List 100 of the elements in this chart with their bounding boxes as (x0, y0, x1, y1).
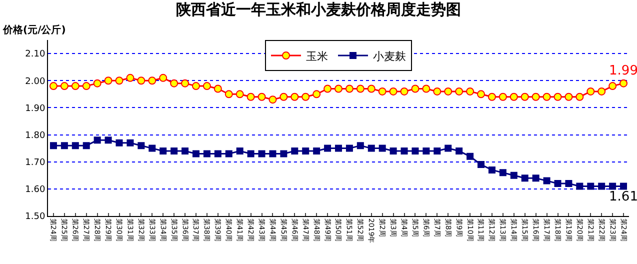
point (170, 148, 178, 155)
point (478, 161, 485, 168)
point (214, 84, 222, 93)
point (345, 84, 354, 93)
point (389, 87, 398, 96)
point (126, 139, 134, 146)
y-tick-label: 1.50 (25, 212, 46, 222)
point (324, 144, 332, 152)
point (72, 142, 79, 150)
point (203, 150, 210, 158)
y-axis-title: 价格(元/公斤) (2, 24, 66, 36)
point (510, 92, 518, 101)
point (148, 144, 156, 152)
point (564, 92, 573, 101)
point (324, 84, 332, 93)
point (335, 144, 342, 152)
point (94, 136, 101, 144)
point (466, 152, 474, 160)
point (576, 182, 584, 190)
point (93, 79, 102, 88)
point (60, 142, 68, 150)
point (280, 92, 288, 101)
point (82, 82, 90, 90)
y-tick-label: 2.10 (25, 50, 46, 60)
point (181, 79, 190, 88)
point (258, 92, 266, 101)
point (367, 84, 376, 93)
point (587, 182, 594, 190)
point (411, 84, 420, 93)
point (291, 148, 298, 155)
point (126, 74, 134, 82)
y-tick-label: 1.90 (25, 104, 46, 114)
y-tick-label: 1.70 (25, 158, 46, 168)
point (192, 150, 200, 158)
point (433, 87, 442, 96)
point (247, 150, 254, 158)
point (543, 177, 550, 184)
point (422, 84, 430, 93)
point (104, 136, 112, 144)
y-tick-label: 1.80 (25, 130, 46, 141)
point (586, 87, 595, 96)
point (444, 87, 452, 96)
point (313, 148, 320, 155)
point (160, 148, 167, 155)
point (115, 76, 124, 85)
point (334, 84, 342, 93)
point (137, 76, 146, 85)
point (620, 182, 628, 190)
point (532, 174, 540, 182)
point (236, 148, 244, 155)
point (82, 142, 90, 150)
point (390, 148, 397, 155)
point (498, 92, 507, 101)
point (434, 148, 441, 155)
y-tick-label: 2.00 (25, 76, 46, 87)
y-tick-label: 1.60 (25, 185, 46, 196)
legend-label: 玉米 (306, 50, 328, 63)
point (236, 90, 244, 98)
point (521, 174, 528, 182)
point (609, 182, 616, 190)
point (565, 180, 572, 188)
point (378, 144, 386, 152)
data-label: 1.99 (609, 64, 637, 79)
point (148, 76, 156, 85)
point (225, 150, 232, 158)
point (554, 92, 562, 101)
data-label: 1.61 (609, 190, 637, 205)
point (60, 82, 68, 90)
point (455, 87, 464, 96)
point (170, 79, 178, 88)
point (368, 144, 375, 152)
point (422, 148, 430, 155)
point (554, 180, 562, 188)
point (224, 90, 233, 98)
point (302, 92, 310, 101)
point (356, 84, 364, 93)
point (138, 142, 145, 150)
point (576, 92, 584, 101)
point (466, 87, 474, 96)
point (202, 82, 211, 90)
point (214, 150, 222, 158)
point (488, 166, 496, 174)
point (182, 148, 189, 155)
point (192, 82, 200, 90)
point (532, 92, 540, 101)
point (510, 172, 518, 179)
point (520, 92, 529, 101)
point (159, 74, 168, 82)
point (620, 79, 628, 88)
point (50, 142, 57, 150)
point (258, 150, 266, 158)
point (280, 150, 288, 158)
point (104, 76, 112, 85)
point (444, 144, 452, 152)
point (608, 82, 617, 90)
point (246, 92, 255, 101)
point (598, 182, 606, 190)
point (302, 148, 310, 155)
point (356, 142, 364, 150)
point (499, 169, 506, 176)
